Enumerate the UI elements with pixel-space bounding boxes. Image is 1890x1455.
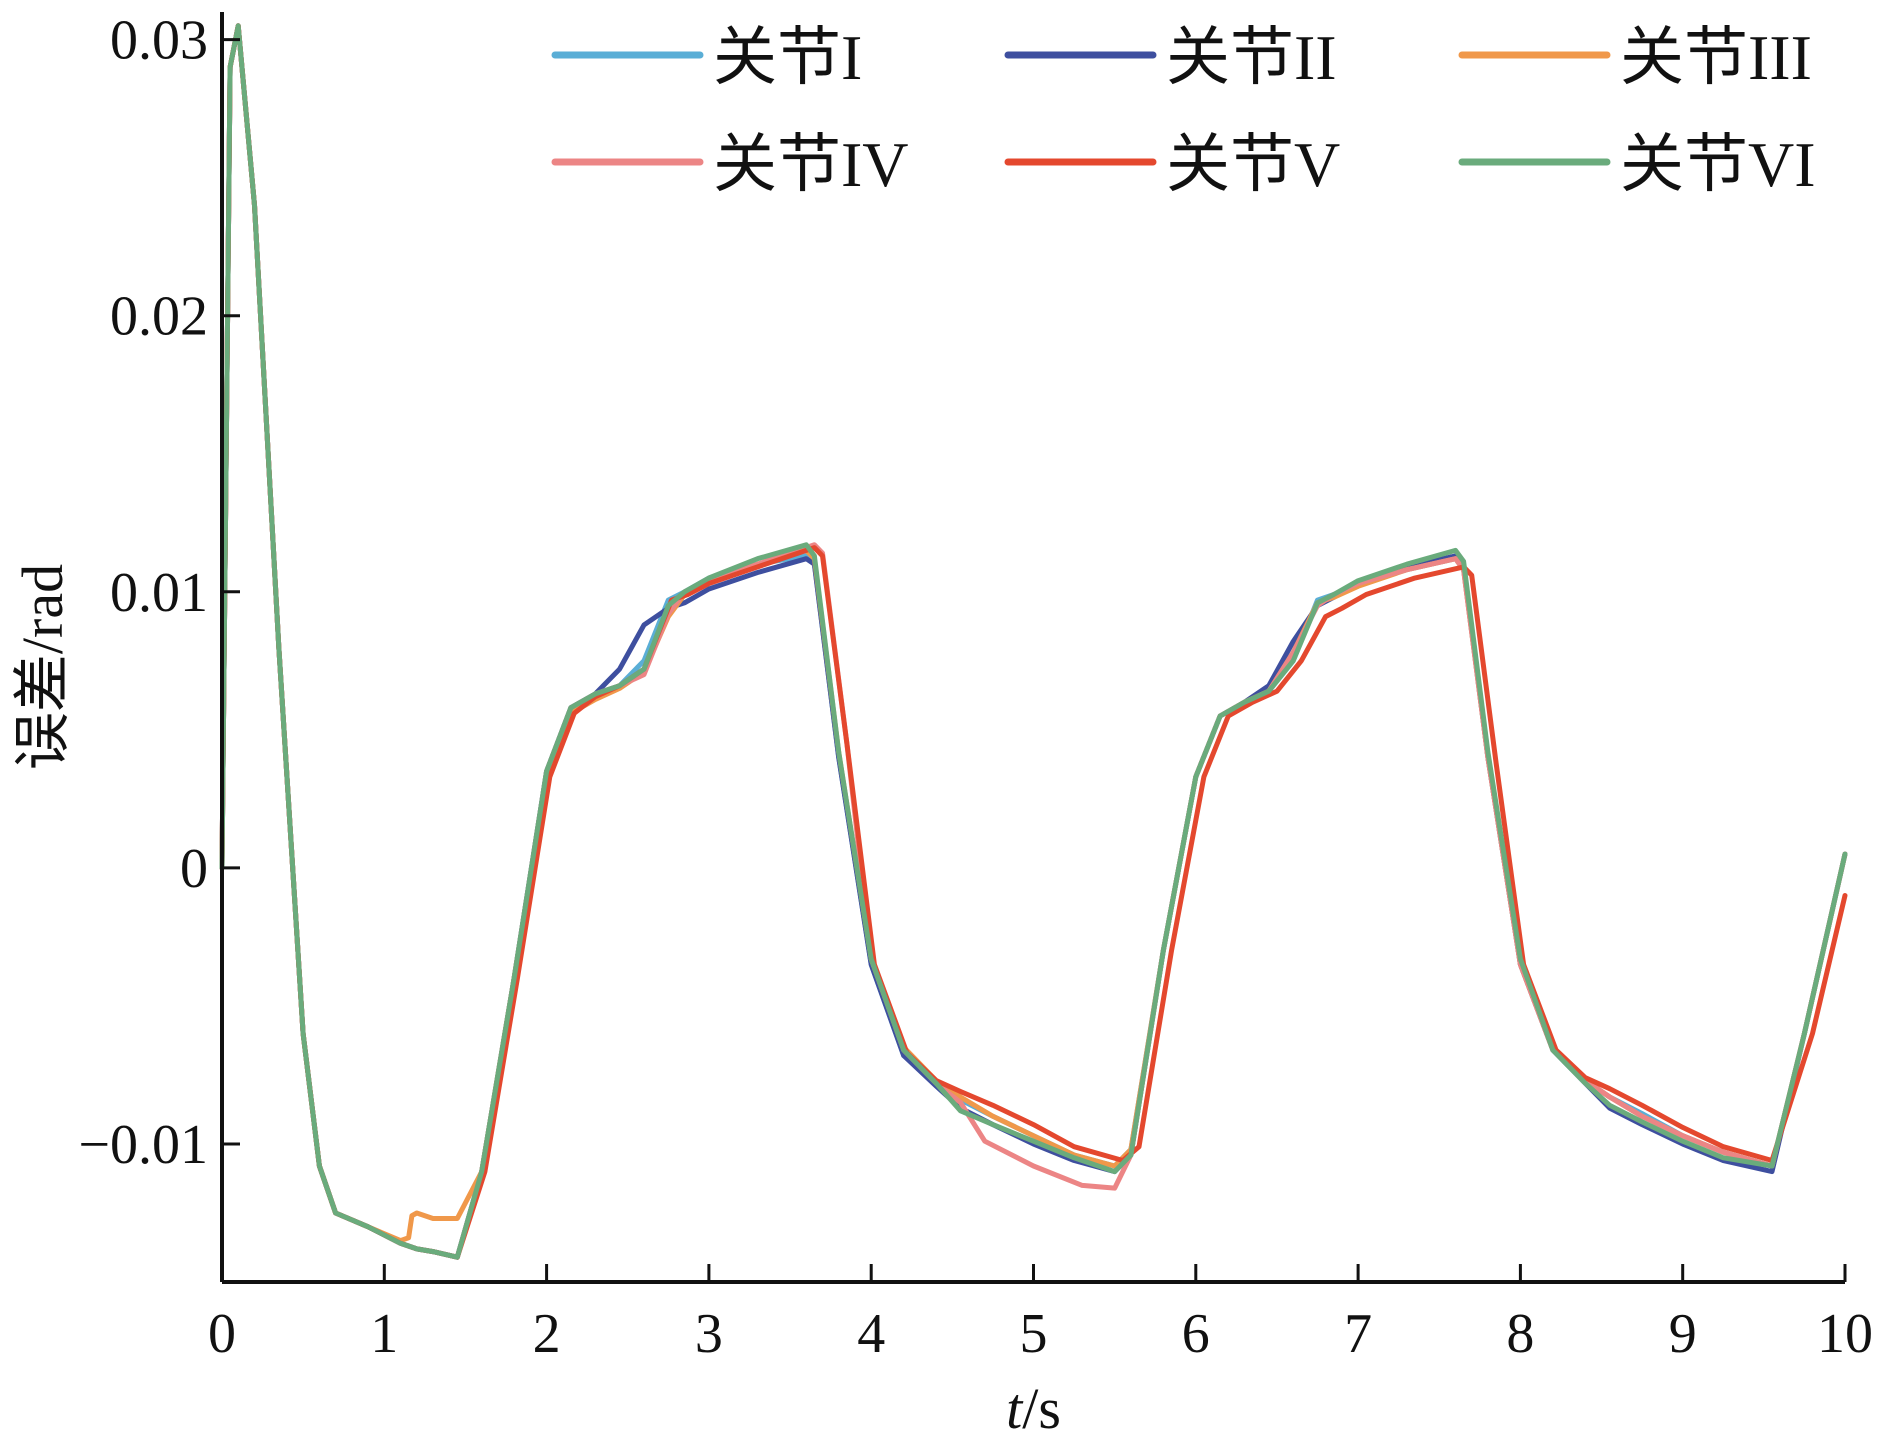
y-tick-label: −0.01 bbox=[78, 1114, 208, 1176]
legend-item: 关节V bbox=[1004, 129, 1340, 200]
legend-label: 关节III bbox=[1620, 22, 1812, 93]
x-tick-label: 7 bbox=[1344, 1303, 1372, 1365]
y-tick-label: 0 bbox=[180, 838, 208, 900]
x-tick-label: 6 bbox=[1182, 1303, 1210, 1365]
series-line-3 bbox=[219, 23, 1848, 1244]
x-axis-title-unit: /s bbox=[1022, 1376, 1061, 1441]
x-tick-label: 1 bbox=[370, 1303, 398, 1365]
legend-item: 关节I bbox=[551, 22, 862, 93]
x-tick-label: 5 bbox=[1020, 1303, 1048, 1365]
y-axis-title: 误差/rad bbox=[10, 564, 75, 770]
legend-label: 关节IV bbox=[713, 129, 909, 200]
series-line-1 bbox=[219, 23, 1848, 1260]
x-tick-label: 9 bbox=[1669, 1303, 1697, 1365]
y-tick-label: 0.03 bbox=[110, 10, 208, 72]
y-tick-label: 0.02 bbox=[110, 286, 208, 348]
x-ticks: 0 1 2 3 4 5 6 7 8 9 10 bbox=[208, 1264, 1873, 1365]
x-tick-label: 2 bbox=[533, 1303, 561, 1365]
x-axis-title-italic: t bbox=[1006, 1376, 1024, 1441]
series-line-6 bbox=[219, 23, 1848, 1260]
x-tick-label: 4 bbox=[857, 1303, 885, 1365]
legend-item: 关节VI bbox=[1458, 129, 1816, 200]
series-line-5 bbox=[219, 23, 1848, 1260]
legend-label: 关节II bbox=[1166, 22, 1337, 93]
legend-item: 关节IV bbox=[551, 129, 909, 200]
series-line-2 bbox=[219, 23, 1848, 1260]
series-layer bbox=[219, 23, 1848, 1260]
y-ticks: −0.01 0 0.01 0.02 0.03 bbox=[78, 10, 240, 1176]
legend-label: 关节VI bbox=[1620, 129, 1816, 200]
series-line-4 bbox=[219, 23, 1848, 1260]
x-tick-label: 10 bbox=[1817, 1303, 1873, 1365]
x-axis-title: t/s bbox=[1006, 1376, 1061, 1441]
y-tick-label: 0.01 bbox=[110, 562, 208, 624]
x-tick-label: 3 bbox=[695, 1303, 723, 1365]
legend-label: 关节I bbox=[713, 22, 862, 93]
legend-item: 关节II bbox=[1004, 22, 1337, 93]
legend-label: 关节V bbox=[1166, 129, 1340, 200]
x-tick-label: 0 bbox=[208, 1303, 236, 1365]
legend: 关节I 关节II 关节III 关节IV 关节V 关节VI bbox=[551, 22, 1816, 200]
legend-item: 关节III bbox=[1458, 22, 1812, 93]
x-tick-label: 8 bbox=[1506, 1303, 1534, 1365]
